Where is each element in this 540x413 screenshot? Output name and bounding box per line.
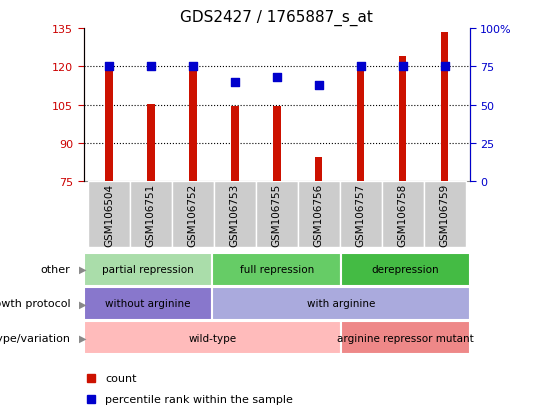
Text: growth protocol: growth protocol: [0, 299, 70, 309]
Bar: [212, 287, 470, 320]
Bar: [214, 182, 256, 248]
Text: arginine repressor mutant: arginine repressor mutant: [337, 333, 474, 343]
Text: other: other: [40, 264, 70, 275]
Text: GSM106759: GSM106759: [440, 184, 450, 247]
Text: partial repression: partial repression: [102, 264, 194, 275]
Point: [314, 82, 323, 89]
Bar: [84, 322, 341, 354]
Text: GSM106752: GSM106752: [188, 184, 198, 247]
Bar: [399, 57, 407, 182]
Bar: [273, 107, 280, 182]
Text: GSM106751: GSM106751: [146, 184, 156, 247]
Bar: [231, 107, 239, 182]
Title: GDS2427 / 1765887_s_at: GDS2427 / 1765887_s_at: [180, 10, 373, 26]
Bar: [315, 157, 322, 182]
Bar: [147, 105, 154, 182]
Bar: [88, 182, 130, 248]
Text: GSM106753: GSM106753: [230, 184, 240, 247]
Bar: [189, 71, 197, 182]
Bar: [441, 33, 448, 182]
Text: ▶: ▶: [79, 264, 87, 275]
Bar: [130, 182, 172, 248]
Bar: [382, 182, 424, 248]
Point: [399, 63, 407, 70]
Bar: [424, 182, 465, 248]
Text: full repression: full repression: [240, 264, 314, 275]
Bar: [172, 182, 214, 248]
Text: ▶: ▶: [79, 299, 87, 309]
Bar: [340, 182, 382, 248]
Text: percentile rank within the sample: percentile rank within the sample: [105, 394, 293, 404]
Text: with arginine: with arginine: [307, 299, 375, 309]
Text: GSM106756: GSM106756: [314, 184, 323, 247]
Bar: [105, 69, 113, 182]
Text: derepression: derepression: [372, 264, 439, 275]
Bar: [298, 182, 340, 248]
Bar: [212, 253, 341, 286]
Text: genotype/variation: genotype/variation: [0, 333, 70, 343]
Bar: [84, 287, 212, 320]
Text: wild-type: wild-type: [188, 333, 237, 343]
Text: GSM106755: GSM106755: [272, 184, 282, 247]
Point: [105, 63, 113, 70]
Point: [146, 63, 155, 70]
Text: GSM106504: GSM106504: [104, 184, 114, 247]
Point: [356, 63, 365, 70]
Bar: [256, 182, 298, 248]
Bar: [84, 253, 212, 286]
Text: ▶: ▶: [79, 333, 87, 343]
Point: [440, 63, 449, 70]
Text: GSM106758: GSM106758: [397, 184, 408, 247]
Bar: [357, 66, 364, 182]
Text: without arginine: without arginine: [105, 299, 191, 309]
Point: [231, 79, 239, 86]
Text: GSM106757: GSM106757: [356, 184, 366, 247]
Point: [188, 63, 197, 70]
Point: [273, 74, 281, 81]
Bar: [341, 322, 470, 354]
Bar: [341, 253, 470, 286]
Text: count: count: [105, 373, 137, 383]
